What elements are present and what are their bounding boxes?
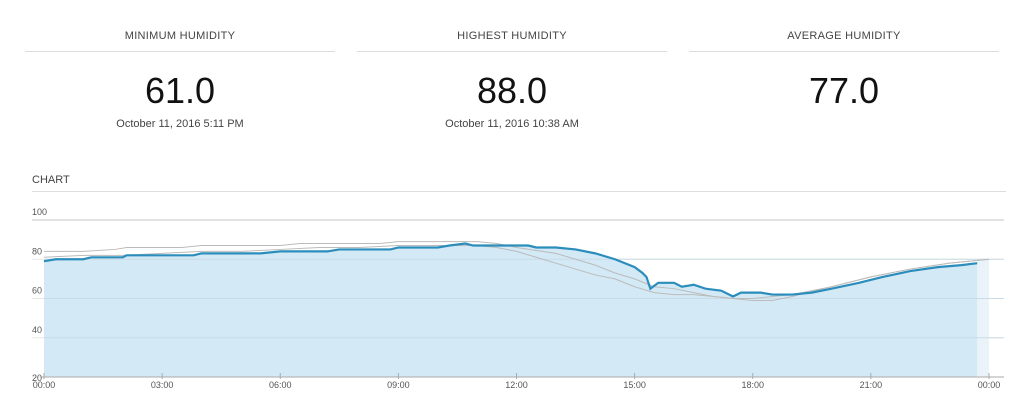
x-tick-label: 00:00 [33, 380, 56, 390]
x-tick-label: 21:00 [860, 380, 883, 390]
stat-value: 61.0 [144, 70, 216, 111]
stat-value: 88.0 [476, 70, 548, 111]
stat-highest: HIGHEST HUMIDITY 88.0 October 11, 2016 1… [357, 30, 667, 130]
stat-date: October 11, 2016 10:38 AM [445, 118, 579, 130]
stat-label: MINIMUM HUMIDITY [25, 30, 335, 52]
stat-label: AVERAGE HUMIDITY [689, 30, 999, 52]
main-series-line [43, 242, 978, 298]
x-tick-label: 09:00 [387, 380, 410, 390]
stat-value: 77.0 [808, 70, 880, 111]
stat-date: October 11, 2016 5:11 PM [116, 118, 244, 130]
x-tick-label: 00:00 [978, 380, 1001, 390]
y-tick-label: 80 [32, 246, 42, 256]
stat-label: HIGHEST HUMIDITY [357, 30, 667, 52]
x-tick-label: 03:00 [151, 380, 174, 390]
x-tick-label: 12:00 [505, 380, 528, 390]
stat-average: AVERAGE HUMIDITY 77.0 [689, 30, 999, 118]
x-tick-label: 06:00 [269, 380, 292, 390]
y-tick-label: 40 [32, 325, 42, 335]
area-tail [977, 259, 989, 377]
x-tick-label: 18:00 [741, 380, 764, 390]
y-tick-label: 60 [32, 286, 42, 296]
y-tick-label: 20 [32, 373, 42, 383]
divider [32, 191, 1006, 192]
x-tick-label: 15:00 [623, 380, 646, 390]
stat-minimum: MINIMUM HUMIDITY 61.0 October 11, 2016 5… [25, 30, 335, 130]
y-tick-label: 100 [32, 207, 47, 217]
main-series-area [44, 243, 978, 377]
chart-title: CHART [32, 174, 70, 186]
